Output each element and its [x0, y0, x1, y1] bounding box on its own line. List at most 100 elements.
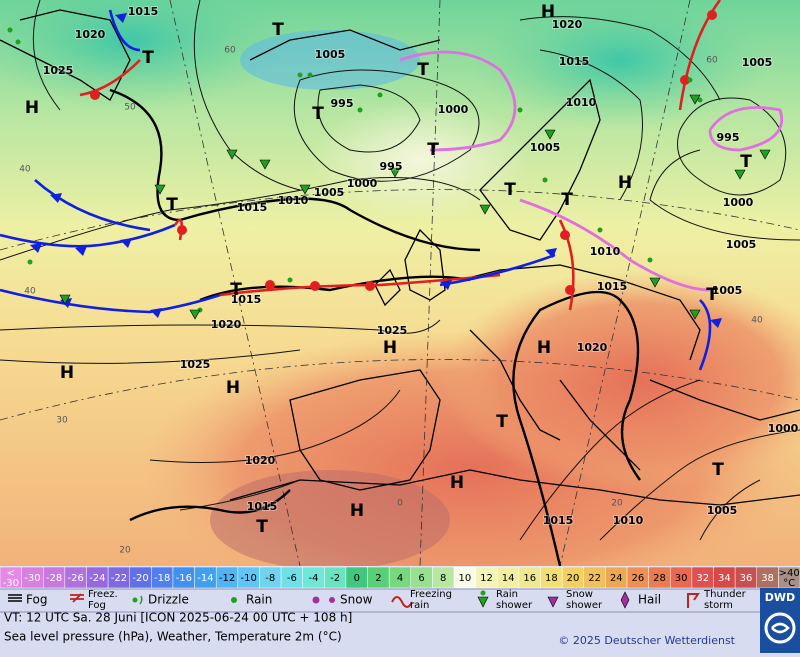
legend-label: Thunder storm — [703, 589, 747, 611]
legend-label: Rain shower — [496, 589, 533, 611]
scale-label: 30 — [675, 573, 688, 584]
scale-label: 26 — [631, 573, 644, 584]
scale-label: 18 — [545, 573, 558, 584]
isobar-label: 995 — [717, 131, 740, 144]
isobar-label: 1020 — [577, 341, 608, 354]
legend-label: Rain — [246, 593, 272, 607]
legend-label-line: rain — [410, 600, 429, 611]
fronts — [0, 0, 722, 371]
front-symbols — [90, 10, 717, 295]
scale-label: -4 — [309, 573, 319, 584]
pressure-system: H — [537, 338, 551, 358]
freezing-rain-icon — [391, 596, 413, 608]
scale-label: -30 — [24, 573, 40, 584]
legend-label: Fog — [26, 593, 47, 607]
scale-label: -12 — [219, 573, 235, 584]
rain-shower-icon — [480, 590, 486, 596]
rain-icon — [231, 597, 237, 603]
scale-label: -14 — [197, 573, 213, 584]
scale-label: -10 — [240, 573, 256, 584]
legend-label: Snow — [340, 593, 373, 607]
coastlines — [0, 9, 800, 506]
scale-label: -20 — [132, 573, 148, 584]
cold-front — [0, 288, 221, 314]
legend-label-line: Thunder — [703, 589, 747, 600]
pressure-system: H — [450, 473, 464, 493]
pressure-system: H — [618, 173, 632, 193]
isobars — [0, 0, 800, 541]
cold-front — [698, 299, 712, 371]
isobar-label: 1015 — [237, 201, 268, 214]
logo-mark — [771, 622, 790, 634]
graticule — [0, 0, 800, 567]
scale-label: 28 — [653, 573, 666, 584]
isobar-label: 1010 — [613, 514, 644, 527]
isobar-label: 1000 — [438, 103, 469, 116]
isobar-label: 1000 — [347, 177, 378, 190]
pressure-system: T — [712, 460, 724, 480]
isobar-label: 995 — [380, 160, 403, 173]
scale-label: -8 — [265, 573, 275, 584]
pressure-system: H — [350, 501, 364, 521]
occlusions — [399, 50, 783, 292]
pressure-system: T — [312, 104, 324, 124]
copyright: © 2025 Deutscher Wetterdienst — [558, 634, 735, 647]
scale-label: 24 — [610, 573, 623, 584]
isobar-label: 1005 — [530, 141, 561, 154]
cold-front — [0, 223, 176, 248]
warm-front — [219, 273, 501, 297]
cold-front — [34, 179, 151, 232]
isobar-label: 1015 — [231, 293, 262, 306]
scale-label: -24 — [89, 573, 105, 584]
isobar-label: 1015 — [597, 280, 628, 293]
temperature-label: 60 — [224, 46, 236, 56]
isobar-label: 1000 — [768, 422, 799, 435]
logo-text: DWD — [765, 591, 795, 604]
cool-area — [0, 0, 290, 110]
scale-label: 36 — [740, 573, 753, 584]
isobar-label: 1020 — [245, 454, 276, 467]
isobar-label: 1005 — [742, 56, 773, 69]
pressure-system: T — [427, 140, 439, 160]
scale-label: 38 — [761, 573, 774, 584]
temperature-label: 50 — [124, 103, 136, 113]
pressure-system: T — [272, 20, 284, 40]
isobar-label: 1010 — [278, 194, 309, 207]
cold-front — [108, 9, 141, 52]
thunderstorm-icon — [687, 593, 700, 608]
scale-label: < — [7, 568, 15, 579]
legend-label: Snow shower — [566, 589, 603, 611]
weather-legend: Fog Freez. Fog Drizzle Rain Snow Freezing rainR… — [8, 589, 747, 611]
pressure-system: H — [226, 378, 240, 398]
drizzle-icon — [132, 597, 138, 603]
legend-label: Freez. Fog — [88, 589, 118, 611]
legend-label-line: Freez. — [88, 589, 118, 600]
dwd-logo: DWD — [760, 588, 800, 653]
temperature-scale: <-30 -30 -28 -26 -24 -22 -20 -18 -16 -14 -12 -10 -8-… — [0, 566, 800, 589]
warm-front — [678, 0, 722, 111]
legend-label: Hail — [638, 593, 661, 607]
hail-icon — [620, 591, 630, 609]
hot-area — [210, 470, 450, 570]
temperature-label: 20 — [611, 499, 623, 509]
temperature-label: 60 — [706, 56, 718, 66]
pressure-system: T — [740, 152, 752, 172]
pressure-system: T — [417, 60, 429, 80]
scale-label: 22 — [588, 573, 601, 584]
front-symbols — [30, 13, 722, 328]
scale-label: 0 — [354, 573, 360, 584]
scale-label: -16 — [176, 573, 192, 584]
warm-front — [558, 219, 575, 311]
temperature-label: 0 — [397, 499, 403, 509]
scale-label: 6 — [418, 573, 424, 584]
snow-icon — [312, 596, 320, 604]
scale-label: 16 — [523, 573, 536, 584]
scale-label: °C — [783, 578, 795, 589]
scale-label: 4 — [397, 573, 403, 584]
warm-front — [79, 59, 141, 97]
legend-label-line: storm — [704, 600, 733, 611]
isobar-label: 1005 — [315, 48, 346, 61]
scale-label: 2 — [375, 573, 381, 584]
